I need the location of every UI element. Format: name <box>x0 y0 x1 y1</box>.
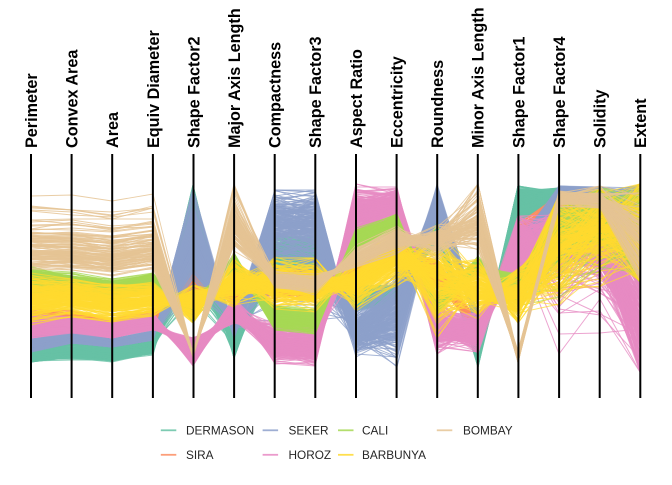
svg-text:SEKER: SEKER <box>289 424 329 438</box>
svg-text:Extent: Extent <box>632 98 650 148</box>
svg-text:SIRA: SIRA <box>186 448 214 462</box>
svg-text:Solidity: Solidity <box>592 90 610 148</box>
svg-text:Area: Area <box>104 111 122 148</box>
svg-text:Shape Factor3: Shape Factor3 <box>307 36 325 148</box>
svg-text:Shape Factor1: Shape Factor1 <box>510 36 528 148</box>
svg-text:Shape Factor4: Shape Factor4 <box>551 36 569 148</box>
svg-text:Convex Area: Convex Area <box>64 49 82 148</box>
svg-text:Shape Factor2: Shape Factor2 <box>185 36 203 148</box>
svg-text:Perimeter: Perimeter <box>23 73 41 148</box>
svg-text:DERMASON: DERMASON <box>186 424 254 438</box>
svg-text:Equiv Diameter: Equiv Diameter <box>145 29 163 148</box>
svg-text:Major Axis Length: Major Axis Length <box>226 8 244 148</box>
svg-text:Eccentricity: Eccentricity <box>389 56 407 148</box>
svg-text:BARBUNYA: BARBUNYA <box>362 448 426 462</box>
svg-text:HOROZ: HOROZ <box>289 448 332 462</box>
svg-text:Compactness: Compactness <box>267 42 285 148</box>
svg-text:Minor Axis Length: Minor Axis Length <box>470 7 488 148</box>
svg-text:Aspect Ratio: Aspect Ratio <box>348 49 366 148</box>
svg-text:CALI: CALI <box>362 424 388 438</box>
svg-text:Roundness: Roundness <box>429 60 447 148</box>
svg-text:BOMBAY: BOMBAY <box>463 424 513 438</box>
